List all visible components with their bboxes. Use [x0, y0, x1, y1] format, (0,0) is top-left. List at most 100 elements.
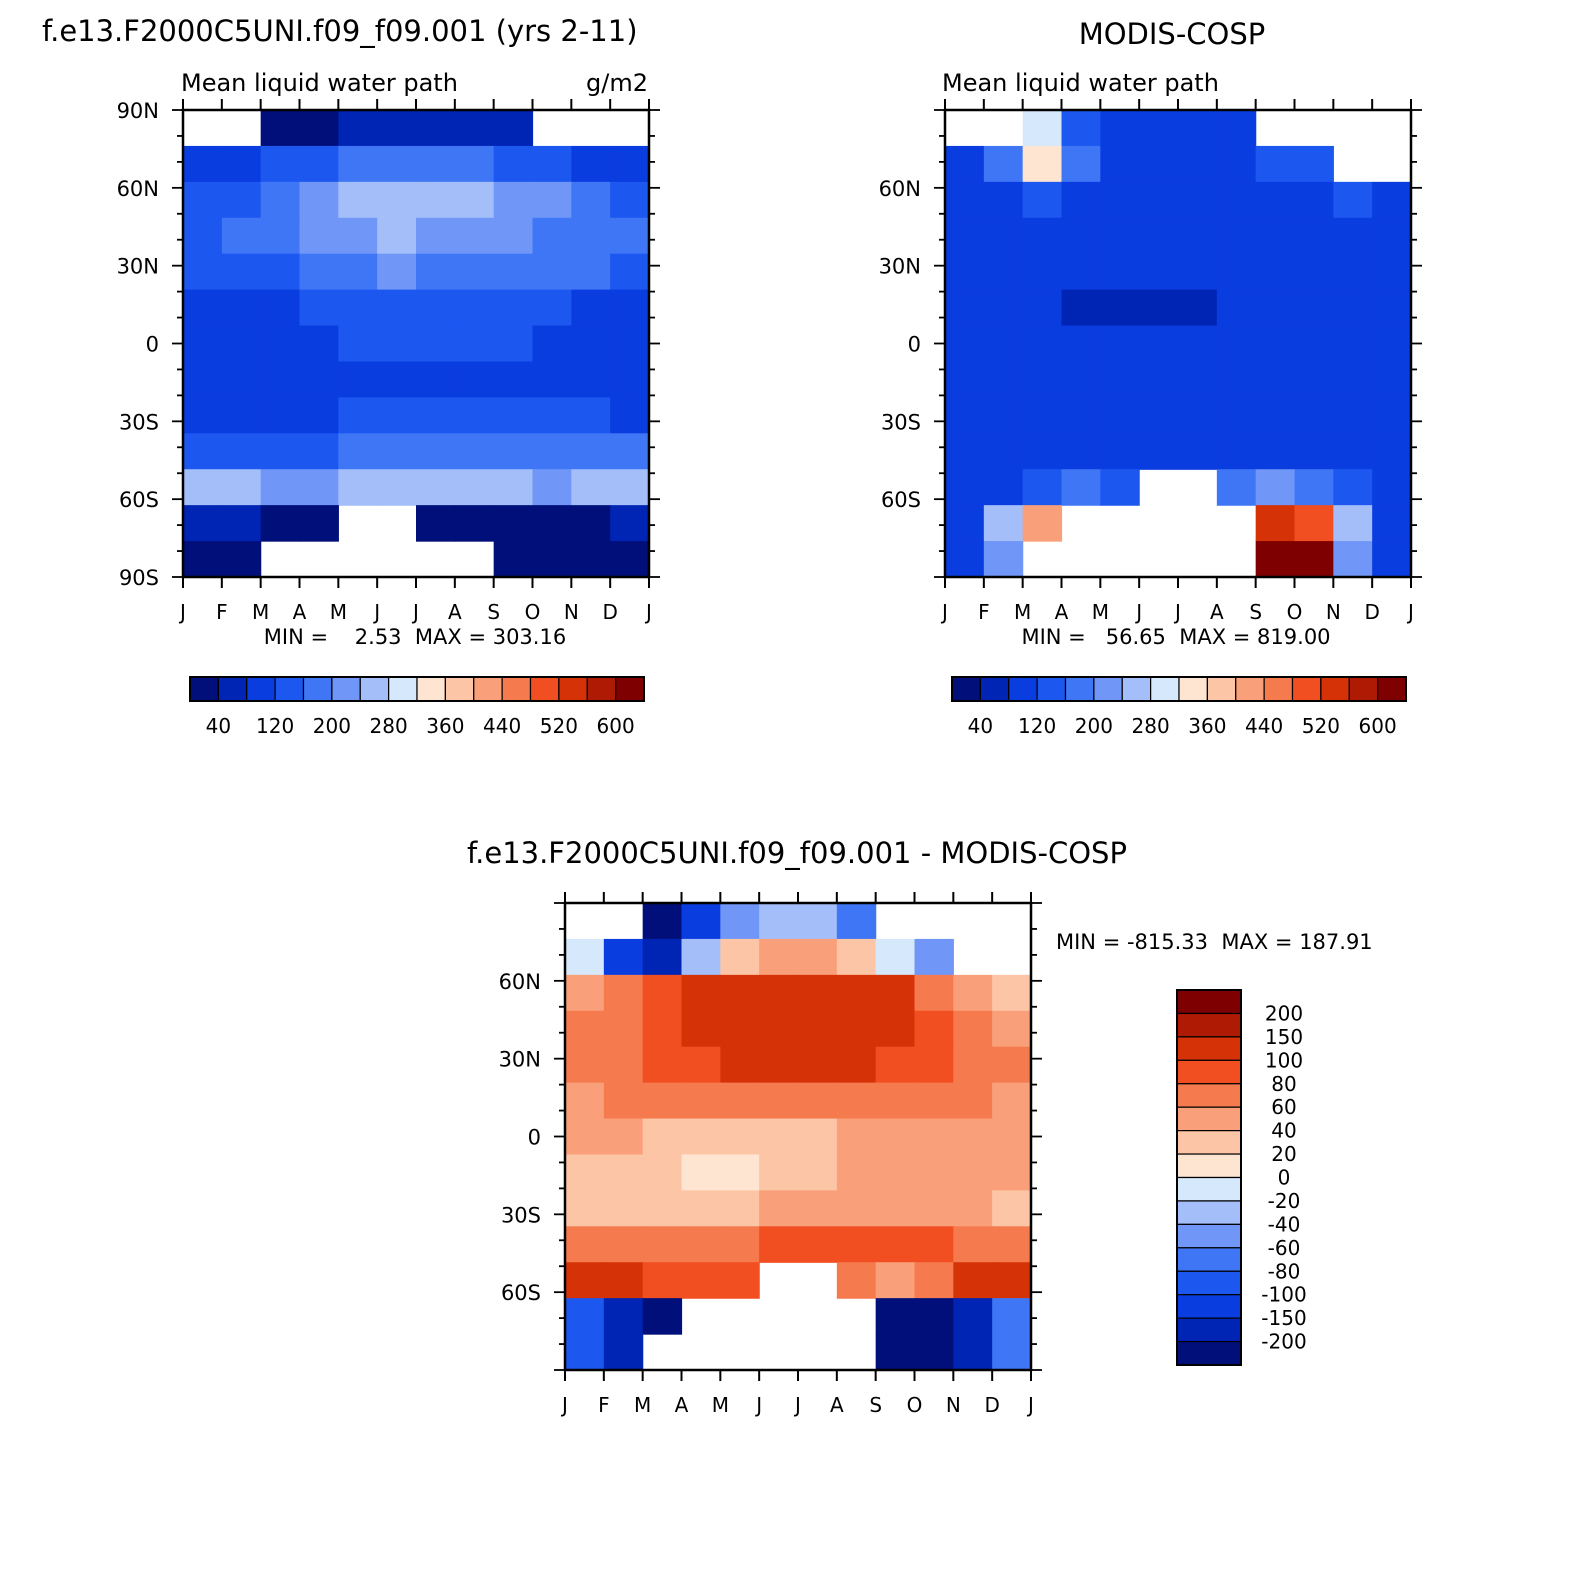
model-cell — [260, 325, 301, 363]
model-cell — [338, 469, 378, 506]
model-colorbar-swatch — [302, 676, 333, 702]
obs-colorbar-label: 40 — [968, 714, 993, 738]
obs-colorbar-swatch — [1093, 676, 1123, 702]
obs-cell — [1139, 289, 1179, 327]
obs-xtick-label: O — [1287, 600, 1303, 624]
model-xtick-label: F — [216, 600, 228, 624]
diff-cell — [953, 1262, 993, 1299]
model-cell — [260, 253, 301, 291]
diff-cell — [759, 1046, 799, 1084]
obs-cell — [1333, 181, 1373, 219]
obs-cell — [1139, 181, 1179, 219]
obs-colorbar-swatch — [1008, 676, 1038, 702]
model-cell — [338, 110, 378, 147]
model-cell — [221, 469, 262, 506]
diff-cell — [914, 1334, 954, 1371]
diff-xtick-label: A — [830, 1393, 844, 1417]
obs-colorbar-label: 520 — [1302, 714, 1340, 738]
diff-cell — [953, 1226, 993, 1263]
model-cell — [454, 433, 495, 470]
diff-colorbar-label: 80 — [1271, 1072, 1296, 1096]
obs-xtick-label: D — [1364, 600, 1379, 624]
obs-xtick-label: J — [1134, 600, 1142, 624]
obs-cell — [1216, 217, 1257, 255]
obs-cell — [1022, 110, 1063, 147]
diff-cell — [836, 1262, 877, 1299]
obs-cell — [1333, 361, 1373, 398]
obs-cell — [945, 469, 985, 506]
model-colorbar-label: 200 — [313, 714, 351, 738]
diff-cell — [875, 974, 916, 1012]
model-cell — [221, 253, 262, 291]
diff-cell — [759, 1010, 799, 1048]
model-xtick-label: N — [564, 600, 579, 624]
diff-colorbar-swatch — [1176, 1083, 1242, 1108]
diff-cell — [681, 1118, 721, 1156]
diff-cell — [681, 1082, 721, 1120]
model-ytick-label: 60N — [117, 177, 159, 201]
diff-xtick-label: M — [712, 1393, 729, 1417]
diff-ytick-label: 60S — [501, 1281, 541, 1305]
model-colorbar-swatch — [529, 676, 560, 702]
diff-cell — [798, 938, 838, 976]
obs-cell — [983, 541, 1024, 578]
model-cell — [610, 145, 650, 183]
model-cell — [221, 145, 262, 183]
obs-cell — [1061, 397, 1101, 434]
model-cell — [260, 397, 301, 434]
diff-cell — [875, 1226, 916, 1263]
diff-colorbar-label: 100 — [1265, 1048, 1303, 1072]
obs-cell — [1061, 110, 1101, 147]
obs-cell — [1255, 361, 1296, 398]
model-cell — [493, 145, 534, 183]
diff-cell — [992, 1190, 1032, 1227]
diff-cell — [603, 974, 644, 1012]
obs-cell — [1216, 145, 1257, 183]
obs-colorbar-swatch — [1263, 676, 1294, 702]
model-cell — [454, 217, 495, 255]
model-cell — [454, 289, 495, 327]
diff-cell — [992, 1010, 1032, 1048]
diff-cell — [798, 1118, 838, 1156]
diff-colorbar-label: -20 — [1268, 1189, 1301, 1213]
obs-colorbar-label: 200 — [1075, 714, 1113, 738]
obs-xtick-label: J — [1173, 600, 1181, 624]
obs-cell — [1294, 289, 1334, 327]
obs-cell — [1139, 217, 1179, 255]
model-ytick-label: 60S — [119, 488, 159, 512]
diff-xtick-label: S — [869, 1393, 882, 1417]
diff-colorbar-label: 150 — [1265, 1025, 1303, 1049]
diff-cell — [914, 1010, 954, 1048]
obs-cell — [1061, 181, 1101, 219]
obs-colorbar-label: 120 — [1018, 714, 1056, 738]
model-xtick-label: J — [372, 600, 380, 624]
model-cell — [221, 361, 262, 398]
obs-colorbar-swatch — [1121, 676, 1152, 702]
diff-cell — [603, 938, 644, 976]
model-xtick-label: A — [293, 600, 307, 624]
obs-colorbar-swatch — [1377, 676, 1407, 702]
model-cell — [610, 505, 650, 542]
model-cell — [610, 469, 650, 506]
obs-cell — [1100, 253, 1140, 291]
diff-xtick-label: N — [946, 1393, 961, 1417]
model-xtick-label: D — [602, 600, 617, 624]
model-cell — [338, 397, 378, 434]
diff-cell — [836, 1154, 877, 1191]
obs-colorbar-frame — [951, 676, 1407, 702]
diff-cell — [914, 1298, 954, 1335]
model-cell — [416, 110, 456, 147]
obs-xtick-label: F — [978, 600, 990, 624]
obs-cell — [1022, 145, 1063, 183]
obs-ytick-label: 30N — [879, 255, 921, 279]
model-cell — [183, 469, 223, 506]
diff-colorbar-swatch — [1176, 1340, 1242, 1366]
model-colorbar-swatch — [416, 676, 446, 702]
model-cell — [454, 397, 495, 434]
diff-cell — [642, 1190, 683, 1227]
diff-colorbar-label: 40 — [1271, 1119, 1296, 1143]
diff-cell — [914, 1190, 954, 1227]
obs-cell — [1255, 181, 1296, 219]
model-cell — [221, 505, 262, 542]
diff-cell — [720, 1046, 760, 1084]
